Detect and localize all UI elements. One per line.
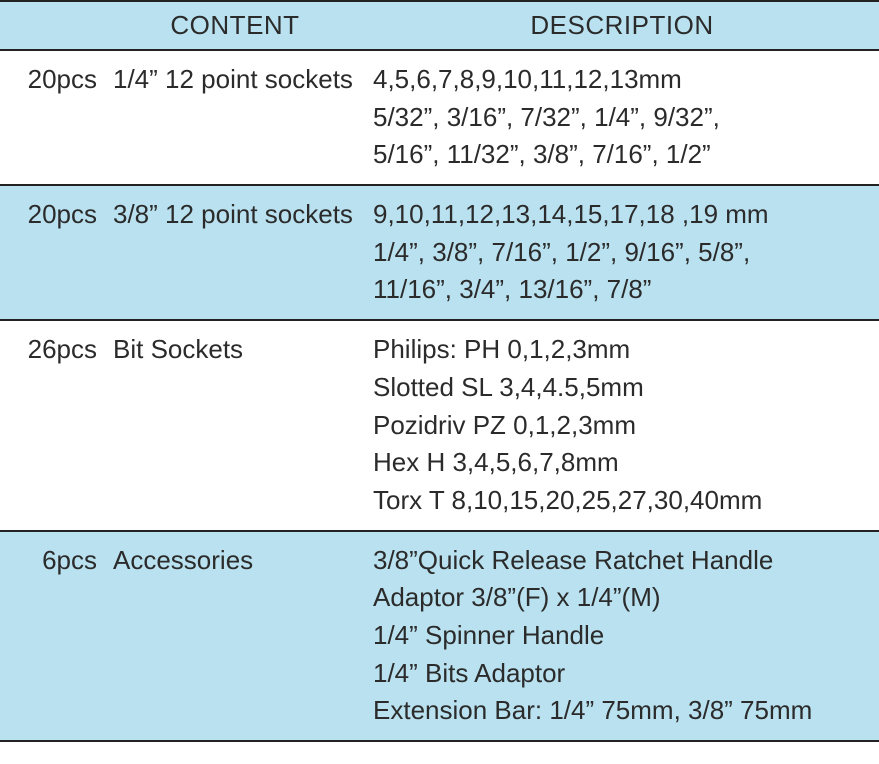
cell-content: Bit Sockets xyxy=(105,320,365,530)
desc-line: Philips: PH 0,1,2,3mm xyxy=(373,331,871,369)
cell-description: Philips: PH 0,1,2,3mm Slotted SL 3,4,4.5… xyxy=(365,320,879,530)
cell-content: 1/4” 12 point sockets xyxy=(105,50,365,185)
desc-line: 1/4”, 3/8”, 7/16”, 1/2”, 9/16”, 5/8”, xyxy=(373,234,871,272)
table-header-row: CONTENT DESCRIPTION xyxy=(0,1,879,50)
desc-line: 1/4” Bits Adaptor xyxy=(373,655,871,693)
col-header-qty xyxy=(0,1,105,50)
cell-content: Accessories xyxy=(105,531,365,741)
table-row: 26pcs Bit Sockets Philips: PH 0,1,2,3mm … xyxy=(0,320,879,530)
col-header-content: CONTENT xyxy=(105,1,365,50)
table-row: 20pcs 1/4” 12 point sockets 4,5,6,7,8,9,… xyxy=(0,50,879,185)
desc-line: Slotted SL 3,4,4.5,5mm xyxy=(373,369,871,407)
desc-line: 4,5,6,7,8,9,10,11,12,13mm xyxy=(373,61,871,99)
desc-line: Extension Bar: 1/4” 75mm, 3/8” 75mm xyxy=(373,692,871,730)
cell-content: 3/8” 12 point sockets xyxy=(105,185,365,320)
spec-table: CONTENT DESCRIPTION 20pcs 1/4” 12 point … xyxy=(0,0,879,742)
desc-line: 9,10,11,12,13,14,15,17,18 ,19 mm xyxy=(373,196,871,234)
table-row: 6pcs Accessories 3/8”Quick Release Ratch… xyxy=(0,531,879,741)
cell-qty: 20pcs xyxy=(0,185,105,320)
cell-description: 3/8”Quick Release Ratchet Handle Adaptor… xyxy=(365,531,879,741)
cell-qty: 26pcs xyxy=(0,320,105,530)
desc-line: 5/32”, 3/16”, 7/32”, 1/4”, 9/32”, xyxy=(373,99,871,137)
desc-line: 5/16”, 11/32”, 3/8”, 7/16”, 1/2” xyxy=(373,136,871,174)
desc-line: 1/4” Spinner Handle xyxy=(373,617,871,655)
table-body: 20pcs 1/4” 12 point sockets 4,5,6,7,8,9,… xyxy=(0,50,879,741)
desc-line: Adaptor 3/8”(F) x 1/4”(M) xyxy=(373,579,871,617)
table-row: 20pcs 3/8” 12 point sockets 9,10,11,12,1… xyxy=(0,185,879,320)
desc-line: 3/8”Quick Release Ratchet Handle xyxy=(373,542,871,580)
desc-line: 11/16”, 3/4”, 13/16”, 7/8” xyxy=(373,271,871,309)
desc-line: Pozidriv PZ 0,1,2,3mm xyxy=(373,407,871,445)
desc-line: Hex H 3,4,5,6,7,8mm xyxy=(373,444,871,482)
desc-line: Torx T 8,10,15,20,25,27,30,40mm xyxy=(373,482,871,520)
cell-qty: 20pcs xyxy=(0,50,105,185)
col-header-description: DESCRIPTION xyxy=(365,1,879,50)
cell-description: 4,5,6,7,8,9,10,11,12,13mm 5/32”, 3/16”, … xyxy=(365,50,879,185)
cell-description: 9,10,11,12,13,14,15,17,18 ,19 mm 1/4”, 3… xyxy=(365,185,879,320)
cell-qty: 6pcs xyxy=(0,531,105,741)
